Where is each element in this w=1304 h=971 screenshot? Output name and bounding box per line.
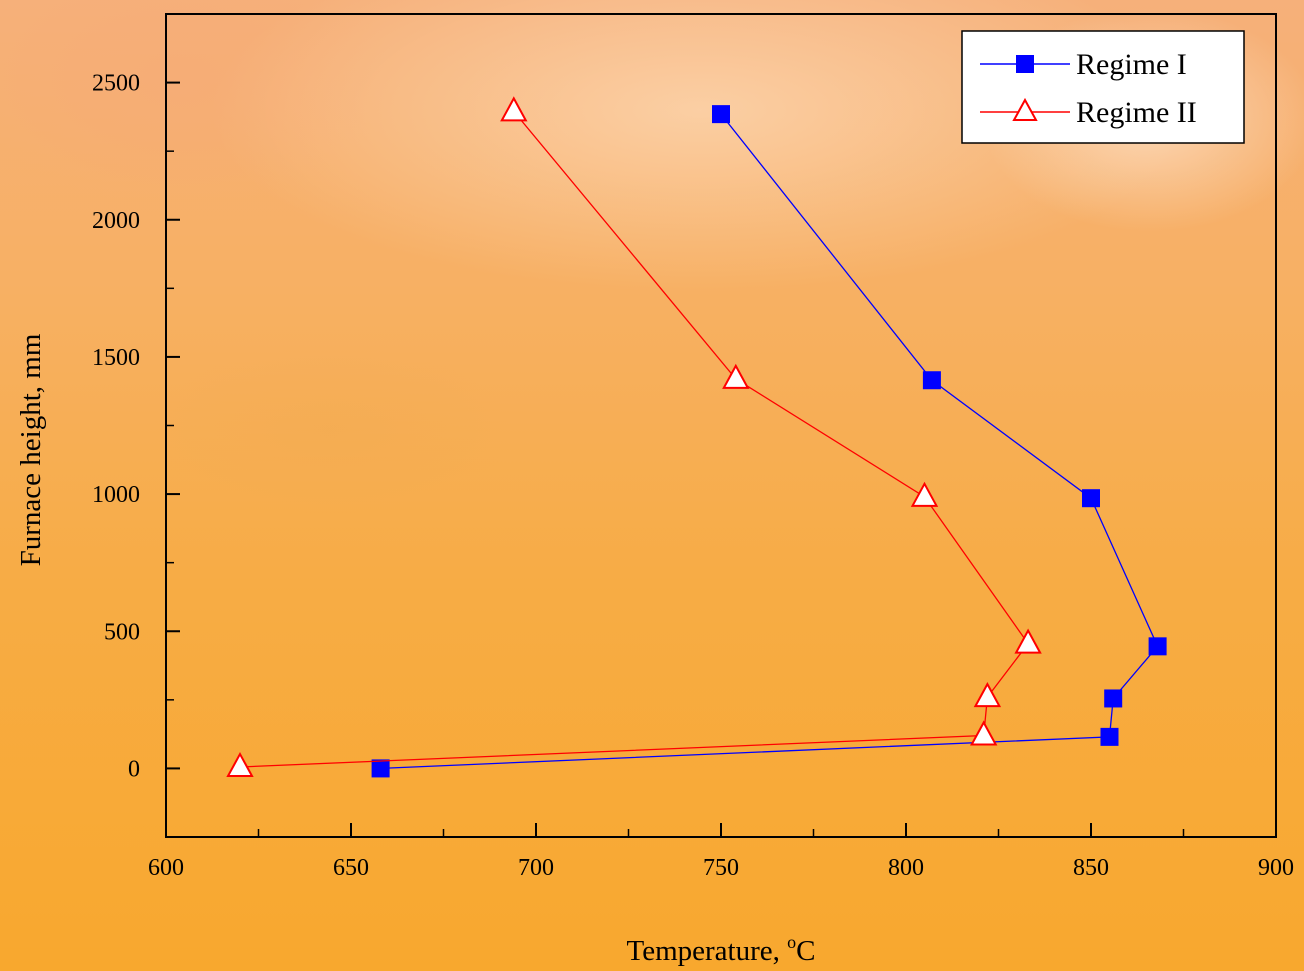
data-point-regime-2 [722, 363, 750, 389]
y-tick-label: 1500 [92, 345, 140, 371]
data-point-regime-2 [500, 96, 528, 122]
y-axis-title: Furnace height, mm [15, 333, 47, 566]
data-point-regime-2 [1014, 628, 1042, 654]
legend-marker-regime-2 [1012, 97, 1038, 121]
x-axis-title-degree: o [787, 932, 796, 952]
y-tick-label: 2500 [92, 71, 140, 97]
legend-label-regime-2: Regime II [1076, 96, 1197, 129]
data-point-regime-1 [1104, 689, 1123, 708]
data-point-regime-1 [1100, 727, 1119, 746]
y-tick-label: 500 [104, 619, 140, 645]
y-tick-label: 1000 [92, 482, 140, 508]
x-tick-label: 700 [518, 855, 554, 881]
data-point-regime-1 [1148, 637, 1167, 656]
y-axis-ticks: 0 500 1000 1500 2000 2500 [92, 13, 180, 838]
data-point-regime-1 [712, 105, 730, 124]
x-tick-label: 600 [148, 855, 184, 881]
data-point-regime-2 [970, 720, 998, 746]
legend-marker-regime-1 [1016, 55, 1034, 73]
series-line-1 [380, 113, 1159, 770]
x-tick-label: 750 [703, 855, 739, 881]
x-axis-title-unit: C [796, 935, 815, 967]
series-layer [226, 96, 1167, 778]
x-axis-title-text: Temperature, [627, 935, 788, 967]
y-tick-label: 0 [128, 756, 140, 782]
legend-box [961, 30, 1245, 144]
data-point-regime-1 [922, 371, 941, 390]
data-point-regime-2 [973, 682, 1002, 708]
x-tick-label: 900 [1258, 855, 1294, 881]
x-tick-label: 800 [888, 855, 924, 881]
x-axis-title: Temperature, oC [627, 932, 816, 967]
x-tick-label: 850 [1073, 855, 1109, 881]
data-point-regime-2 [226, 751, 254, 778]
series-line-2 [239, 110, 1029, 768]
x-axis-ticks: 600 650 700 750 800 850 900 [148, 823, 1294, 881]
y-tick-label: 2000 [92, 208, 140, 234]
legend: Regime I Regime II [961, 30, 1245, 144]
data-point-regime-2 [910, 481, 939, 507]
data-point-regime-1 [371, 759, 390, 778]
data-point-regime-1 [1082, 489, 1100, 508]
legend-label-regime-1: Regime I [1076, 48, 1187, 81]
x-tick-label: 650 [333, 855, 369, 881]
